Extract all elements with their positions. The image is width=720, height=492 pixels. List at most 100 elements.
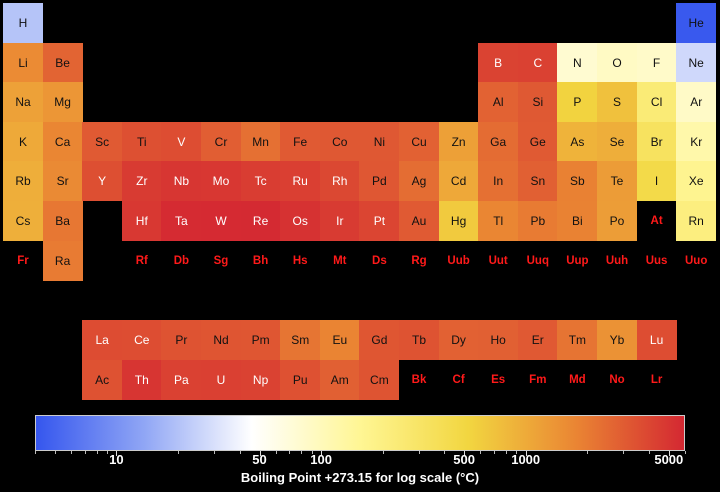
element-cell-as: As [557, 121, 598, 162]
element-cell-tc: Tc [240, 161, 281, 202]
element-cell-am: Am [319, 359, 360, 400]
element-cell-te: Te [597, 161, 637, 202]
element-cell-au: Au [399, 201, 439, 241]
element-cell-fr: Fr [3, 240, 43, 281]
element-cell-p: P [557, 82, 598, 123]
element-cell-mn: Mn [240, 121, 281, 162]
element-cell-ra: Ra [42, 240, 83, 281]
element-cell-ba: Ba [42, 201, 83, 241]
colorbar-minor-tick [505, 451, 507, 454]
colorbar-tick-label: 5000 [654, 452, 684, 467]
element-cell-bk: Bk [399, 359, 439, 400]
colorbar-minor-tick [107, 451, 109, 454]
element-cell-sc: Sc [82, 121, 123, 162]
element-cell-ne: Ne [676, 42, 717, 83]
element-cell-b: B [478, 42, 519, 83]
element-cell-ce: Ce [121, 320, 162, 360]
element-cell-se: Se [597, 121, 637, 162]
element-cell-fe: Fe [280, 121, 321, 162]
element-cell-ta: Ta [161, 201, 202, 241]
colorbar-minor-tick [623, 451, 625, 454]
element-cell-sg: Sg [201, 240, 241, 281]
element-cell-ni: Ni [359, 121, 400, 162]
element-cell-f: F [636, 42, 677, 83]
element-cell-pa: Pa [161, 359, 202, 400]
element-cell-co: Co [319, 121, 360, 162]
colorbar-minor-tick [84, 451, 86, 454]
element-cell-th: Th [121, 359, 162, 400]
element-cell-hf: Hf [121, 201, 162, 241]
element-cell-yb: Yb [597, 320, 637, 360]
colorbar-tick-label: 1000 [511, 452, 541, 467]
element-cell-cs: Cs [3, 201, 43, 241]
element-cell-la: La [82, 320, 123, 360]
element-cell-pd: Pd [359, 161, 400, 202]
element-cell-kr: Kr [676, 121, 717, 162]
element-cell-tm: Tm [557, 320, 598, 360]
element-cell-db: Db [161, 240, 202, 281]
element-cell-v: V [161, 121, 202, 162]
element-cell-ar: Ar [676, 82, 717, 123]
colorbar-major-tick [668, 451, 670, 456]
colorbar-tick-label: 500 [453, 452, 475, 467]
element-cell-ir: Ir [319, 201, 360, 241]
colorbar-label: Boiling Point +273.15 for log scale (°C) [240, 470, 480, 485]
colorbar-minor-tick [178, 451, 179, 454]
element-cell-u: U [201, 359, 241, 400]
element-cell-zr: Zr [121, 161, 162, 202]
element-cell-zn: Zn [438, 121, 479, 162]
colorbar-major-tick [321, 451, 323, 456]
element-cell-cu: Cu [399, 121, 439, 162]
element-cell-li: Li [3, 42, 43, 83]
element-cell-ac: Ac [82, 359, 123, 400]
colorbar-minor-tick [96, 451, 98, 454]
colorbar-major-tick [464, 451, 466, 456]
element-cell-s: S [597, 82, 637, 123]
colorbar-minor-tick [494, 451, 495, 454]
element-cell-o: O [597, 42, 637, 83]
colorbar-minor-tick [444, 451, 446, 454]
element-cell-pm: Pm [240, 320, 281, 360]
colorbar-major-tick [259, 451, 261, 456]
element-cell-hs: Hs [280, 240, 321, 281]
element-cell-rh: Rh [319, 161, 360, 202]
element-cell-dy: Dy [438, 320, 479, 360]
element-cell-np: Np [240, 359, 281, 400]
element-cell-gd: Gd [359, 320, 400, 360]
element-cell-in: In [478, 161, 519, 202]
element-cell-n: N [557, 42, 598, 83]
element-cell-nd: Nd [201, 320, 241, 360]
element-cell-pb: Pb [517, 201, 558, 241]
element-cell-bi: Bi [557, 201, 598, 241]
colorbar-minor-tick [54, 451, 56, 454]
colorbar-minor-tick [418, 451, 420, 454]
element-cell-at: At [636, 201, 677, 241]
element-cell-na: Na [3, 82, 43, 123]
element-cell-ru: Ru [280, 161, 321, 202]
element-cell-be: Be [42, 42, 83, 83]
colorbar-minor-tick [71, 451, 72, 454]
colorbar-minor-tick [685, 451, 686, 454]
element-cell-y: Y [82, 161, 123, 202]
element-cell-mo: Mo [201, 161, 241, 202]
element-cell-h: H [3, 3, 43, 43]
element-cell-eu: Eu [319, 320, 360, 360]
element-cell-os: Os [280, 201, 321, 241]
colorbar-minor-tick [289, 451, 291, 454]
element-cell-pu: Pu [280, 359, 321, 400]
element-cell-br: Br [636, 121, 677, 162]
element-cell-rf: Rf [121, 240, 162, 281]
element-cell-cf: Cf [438, 359, 479, 400]
colorbar-minor-tick [587, 451, 589, 454]
element-cell-he: He [676, 3, 717, 43]
colorbar-minor-tick [239, 451, 241, 454]
element-cell-si: Si [517, 82, 558, 123]
element-cell-no: No [597, 359, 637, 400]
element-cell-uub: Uub [438, 240, 479, 281]
element-cell-nb: Nb [161, 161, 202, 202]
element-cell-lr: Lr [636, 359, 677, 400]
colorbar-minor-tick [275, 451, 277, 454]
colorbar-minor-tick [480, 451, 482, 454]
element-cell-ho: Ho [478, 320, 519, 360]
